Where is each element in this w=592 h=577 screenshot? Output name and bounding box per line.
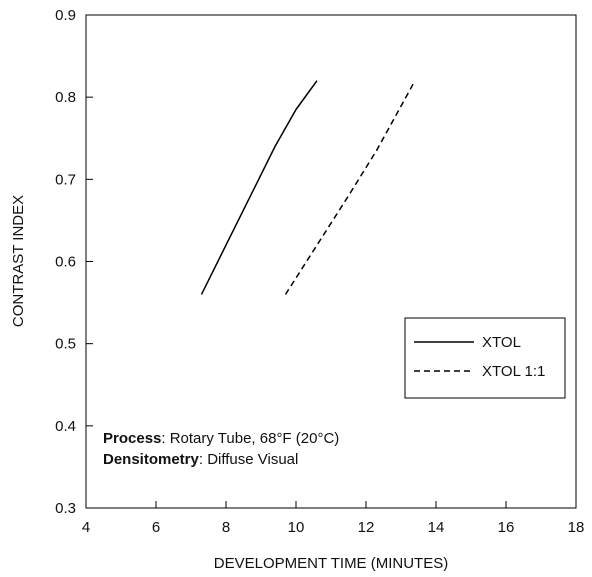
x-axis-label: DEVELOPMENT TIME (MINUTES) — [214, 555, 448, 572]
y-tick-label: 0.6 — [55, 254, 76, 271]
legend-box — [404, 317, 566, 399]
legend: XTOL XTOL 1:1 — [404, 317, 566, 399]
y-tick-label: 0.7 — [55, 171, 76, 188]
annotation-densitometry-value: : Diffuse Visual — [199, 451, 299, 468]
x-tick-label: 14 — [428, 519, 445, 536]
annotation-densitometry: Densitometry: Diffuse Visual — [103, 451, 298, 468]
series-layer — [200, 80, 416, 295]
y-axis-label: CONTRAST INDEX — [10, 195, 27, 327]
y-tick-label: 0.3 — [55, 500, 76, 517]
series-line-xtol — [200, 80, 318, 295]
annotation-process-key: Process — [103, 430, 161, 447]
x-tick-label: 10 — [288, 519, 305, 536]
x-tick-label: 6 — [152, 519, 160, 536]
x-tick-label: 12 — [358, 519, 375, 536]
x-tick-label: 16 — [498, 519, 515, 536]
x-tick-label: 18 — [568, 519, 585, 536]
x-axis-ticks: 4 6 8 10 12 14 16 18 — [82, 501, 585, 536]
y-tick-label: 0.4 — [55, 418, 76, 435]
annotation-densitometry-key: Densitometry — [103, 451, 200, 468]
y-axis-ticks: 0.3 0.4 0.5 0.6 0.7 0.8 0.9 — [55, 7, 93, 517]
series-line-xtol-1-1 — [284, 80, 416, 295]
x-tick-label: 4 — [82, 519, 90, 536]
annotation-process: Process: Rotary Tube, 68°F (20°C) — [103, 430, 339, 447]
annotation-process-value: : Rotary Tube, 68°F (20°C) — [161, 430, 339, 447]
y-tick-label: 0.8 — [55, 89, 76, 106]
legend-label-xtol: XTOL — [482, 334, 521, 351]
y-tick-label: 0.9 — [55, 7, 76, 24]
annotation: Process: Rotary Tube, 68°F (20°C) Densit… — [103, 430, 339, 468]
y-tick-label: 0.5 — [55, 336, 76, 353]
legend-label-xtol-1-1: XTOL 1:1 — [482, 363, 545, 380]
x-tick-label: 8 — [222, 519, 230, 536]
